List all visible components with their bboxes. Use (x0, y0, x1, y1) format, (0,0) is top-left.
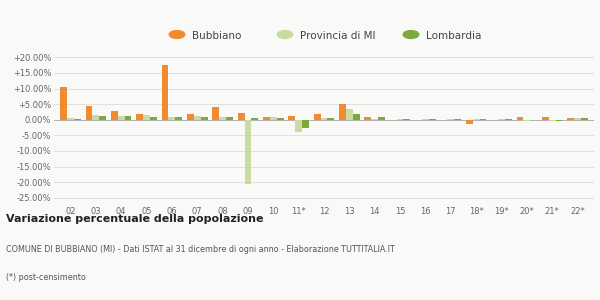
Bar (212, 107, 219, 120)
Bar (346, 109, 353, 120)
Bar (143, 116, 150, 120)
Bar (99, 116, 106, 120)
Bar (238, 112, 245, 120)
Text: Bubbiano: Bubbiano (192, 31, 241, 41)
Bar (403, 119, 410, 120)
Bar (556, 120, 562, 121)
Bar (295, 120, 302, 132)
Bar (364, 117, 371, 120)
Bar (517, 117, 523, 120)
Bar (314, 114, 320, 120)
Bar (194, 116, 200, 120)
Bar (448, 119, 454, 120)
Bar (263, 117, 270, 120)
Bar (187, 114, 194, 120)
Bar (567, 118, 574, 120)
Bar (549, 120, 556, 121)
Bar (136, 113, 143, 120)
Bar (498, 119, 505, 120)
Bar (353, 113, 359, 120)
Text: Provincia di MI: Provincia di MI (300, 31, 376, 41)
Bar (397, 119, 403, 120)
Bar (118, 116, 125, 120)
Bar (92, 116, 99, 120)
Bar (175, 117, 182, 120)
Bar (523, 120, 530, 121)
Text: COMUNE DI BUBBIANO (MI) - Dati ISTAT al 31 dicembre di ogni anno - Elaborazione : COMUNE DI BUBBIANO (MI) - Dati ISTAT al … (6, 244, 395, 253)
Bar (429, 119, 436, 120)
Bar (125, 116, 131, 120)
Bar (339, 104, 346, 120)
Bar (422, 119, 429, 120)
Bar (251, 118, 258, 120)
Text: (*) post-censimento: (*) post-censimento (6, 273, 86, 282)
Bar (289, 116, 295, 120)
Bar (74, 118, 81, 120)
Bar (454, 119, 461, 120)
Bar (320, 118, 328, 120)
Bar (60, 87, 67, 120)
Bar (302, 120, 309, 128)
Bar (270, 117, 277, 120)
Bar (277, 118, 284, 120)
Bar (574, 118, 581, 120)
Bar (466, 120, 473, 124)
Bar (219, 117, 226, 120)
Bar (200, 117, 208, 120)
Bar (150, 117, 157, 120)
Bar (473, 119, 479, 120)
Bar (169, 117, 175, 120)
Bar (371, 118, 378, 120)
Bar (505, 119, 512, 120)
Bar (67, 118, 74, 120)
Bar (245, 120, 251, 184)
Text: Variazione percentuale della popolazione: Variazione percentuale della popolazione (6, 214, 263, 224)
Bar (328, 118, 334, 120)
Bar (581, 118, 588, 120)
Text: Lombardia: Lombardia (426, 31, 481, 41)
Bar (378, 117, 385, 120)
Bar (111, 111, 118, 120)
Bar (479, 119, 487, 120)
Bar (542, 117, 549, 120)
Bar (86, 106, 92, 120)
Bar (161, 65, 169, 120)
Bar (226, 117, 233, 120)
